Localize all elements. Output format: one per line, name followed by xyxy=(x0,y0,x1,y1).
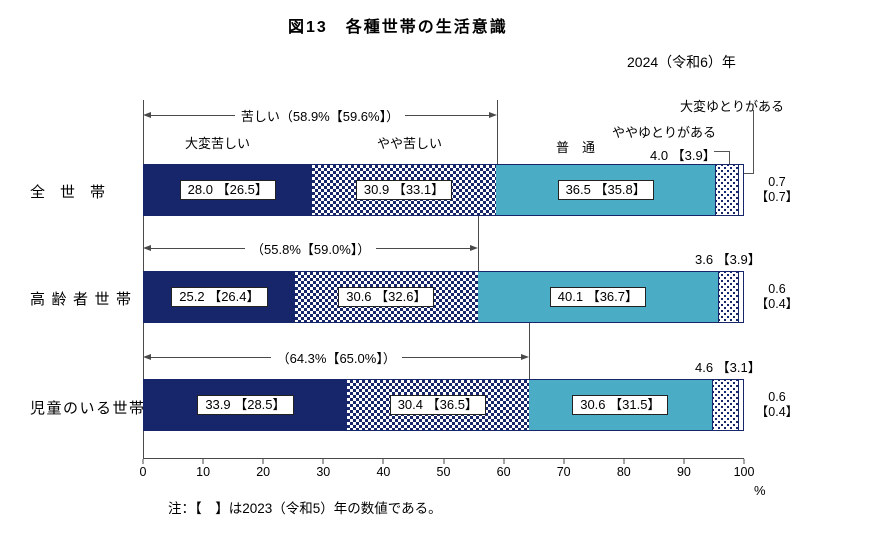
segment-normal: 40.1 【36.7】 xyxy=(477,272,718,322)
x-tick-label: 20 xyxy=(256,465,271,479)
x-tick-label: 50 xyxy=(436,465,451,479)
guide-line-55-8 xyxy=(478,216,480,271)
bar-elderly-households: 25.2 【26.4】 30.6 【32.6】 40.1 【36.7】 xyxy=(143,271,744,323)
axis-unit-label: % xyxy=(754,483,766,498)
arrowhead-left-icon xyxy=(143,245,151,251)
x-tick xyxy=(503,459,505,464)
callout-line-dots-horizontal xyxy=(714,151,729,152)
outside-label-dots-elderly: 3.6 【3.9】 xyxy=(695,252,761,267)
plot-area: 0 10 20 30 40 50 60 70 80 90 100 苦しい（58.… xyxy=(140,90,784,479)
callout-line-end-horizontal xyxy=(744,173,754,174)
legend-very-comfortable: 大変ゆとりがある xyxy=(680,99,785,114)
x-tick-label: 70 xyxy=(556,465,571,479)
right-label-children: 0.6 【0.4】 xyxy=(748,390,806,420)
right-label-line1: 0.7 xyxy=(768,175,786,189)
legend-somewhat-comfortable: ややゆとりがある xyxy=(612,125,717,140)
value-box: 28.0 【26.5】 xyxy=(179,180,276,200)
x-tick xyxy=(443,459,444,464)
x-tick-label: 80 xyxy=(616,465,631,479)
right-label-elderly: 0.6 【0.4】 xyxy=(748,282,806,312)
arrowhead-left-icon xyxy=(143,354,151,360)
segment-very-comfortable xyxy=(738,165,744,215)
right-label-line1: 0.6 xyxy=(768,282,786,296)
callout-line-end-vertical xyxy=(753,110,754,173)
x-tick-label: 60 xyxy=(496,465,511,479)
year-label: 2024（令和6）年 xyxy=(627,54,736,70)
bracket-label: （64.3%【65.0%】） xyxy=(270,347,402,367)
legend-normal: 普 通 xyxy=(556,140,596,155)
segment-somewhat-comfortable xyxy=(714,165,739,215)
arrowhead-right-icon xyxy=(470,245,479,251)
arrowhead-right-icon xyxy=(521,354,530,360)
bar-all-households: 28.0 【26.5】 30.9 【33.1】 36.5 【35.8】 xyxy=(143,164,744,216)
x-tick xyxy=(322,459,324,464)
segment-very-comfortable xyxy=(739,272,744,322)
chart-title: 図13 各種世帯の生活意識 xyxy=(288,19,508,36)
bracket-arrow-children: （64.3%【65.0%】） xyxy=(143,347,530,367)
x-tick xyxy=(142,459,144,464)
bracket-label: （55.8%【59.0%】） xyxy=(245,238,377,258)
arrowhead-right-icon xyxy=(488,112,497,118)
segment-somewhat-hard: 30.6 【32.6】 xyxy=(294,272,478,322)
x-tick xyxy=(743,459,745,464)
segment-very-hard: 33.9 【28.5】 xyxy=(144,380,347,430)
right-label-line2: 【0.4】 xyxy=(755,405,799,419)
callout-line-dots-vertical xyxy=(729,151,730,164)
value-box: 30.9 【33.1】 xyxy=(355,180,453,200)
x-tick xyxy=(262,459,264,464)
outside-label-dots-children: 4.6 【3.1】 xyxy=(695,360,761,375)
segment-very-hard: 28.0 【26.5】 xyxy=(144,165,312,215)
segment-somewhat-hard: 30.9 【33.1】 xyxy=(311,165,497,215)
segment-very-comfortable xyxy=(739,380,743,430)
arrowhead-left-icon xyxy=(143,112,151,118)
x-tick xyxy=(563,459,565,464)
x-tick xyxy=(202,459,204,464)
segment-somewhat-comfortable xyxy=(711,380,740,430)
bracket-arrow-all-households: 苦しい（58.9%【59.6%】） xyxy=(143,105,497,125)
x-tick xyxy=(623,459,625,464)
right-label-line2: 【0.7】 xyxy=(755,190,799,204)
guide-line-64-3 xyxy=(529,323,531,379)
category-label-elderly-households: 高齢者世帯 xyxy=(30,291,138,308)
x-tick-label: 0 xyxy=(139,465,147,479)
segment-normal: 36.5 【35.8】 xyxy=(496,165,715,215)
bar-households-with-children: 33.9 【28.5】 30.4 【36.5】 30.6 【31.5】 xyxy=(143,379,744,431)
x-axis-line xyxy=(143,458,744,459)
legend-somewhat-comfortable-value: 4.0 【3.9】 xyxy=(650,148,716,163)
right-label-all-households: 0.7 【0.7】 xyxy=(748,175,806,205)
right-label-line2: 【0.4】 xyxy=(755,297,799,311)
segment-very-hard: 25.2 【26.4】 xyxy=(144,272,295,322)
segment-normal: 30.6 【31.5】 xyxy=(528,380,712,430)
footnote: 注：【 】は2023（令和5）年の数値である。 xyxy=(168,501,442,516)
value-box: 40.1 【36.7】 xyxy=(549,287,646,307)
value-box: 25.2 【26.4】 xyxy=(171,287,268,307)
x-tick-label: 30 xyxy=(316,465,331,479)
x-tick-label: 10 xyxy=(196,465,211,479)
x-tick xyxy=(382,459,384,464)
x-tick-label: 40 xyxy=(376,465,391,479)
x-tick xyxy=(683,459,685,464)
legend-very-hard: 大変苦しい xyxy=(185,136,251,151)
segment-somewhat-comfortable xyxy=(717,272,740,322)
value-box: 30.6 【31.5】 xyxy=(572,395,669,415)
x-tick-label: 100 xyxy=(733,465,755,479)
value-box: 30.4 【36.5】 xyxy=(389,395,486,415)
bracket-arrow-elderly: （55.8%【59.0%】） xyxy=(143,238,479,258)
x-tick-label: 90 xyxy=(676,465,691,479)
legend-somewhat-hard: やや苦しい xyxy=(377,136,443,151)
value-box: 30.6 【32.6】 xyxy=(338,287,435,307)
value-box: 36.5 【35.8】 xyxy=(557,180,654,200)
category-label-all-households: 全 世 帯 xyxy=(30,184,106,201)
bracket-label: 苦しい（58.9%【59.6%】） xyxy=(234,105,406,125)
right-label-line1: 0.6 xyxy=(768,390,786,404)
category-label-households-with-children: 児童のいる世帯 xyxy=(30,400,146,417)
value-box: 33.9 【28.5】 xyxy=(197,395,294,415)
segment-somewhat-hard: 30.4 【36.5】 xyxy=(346,380,529,430)
guide-line-58-9 xyxy=(496,100,498,164)
